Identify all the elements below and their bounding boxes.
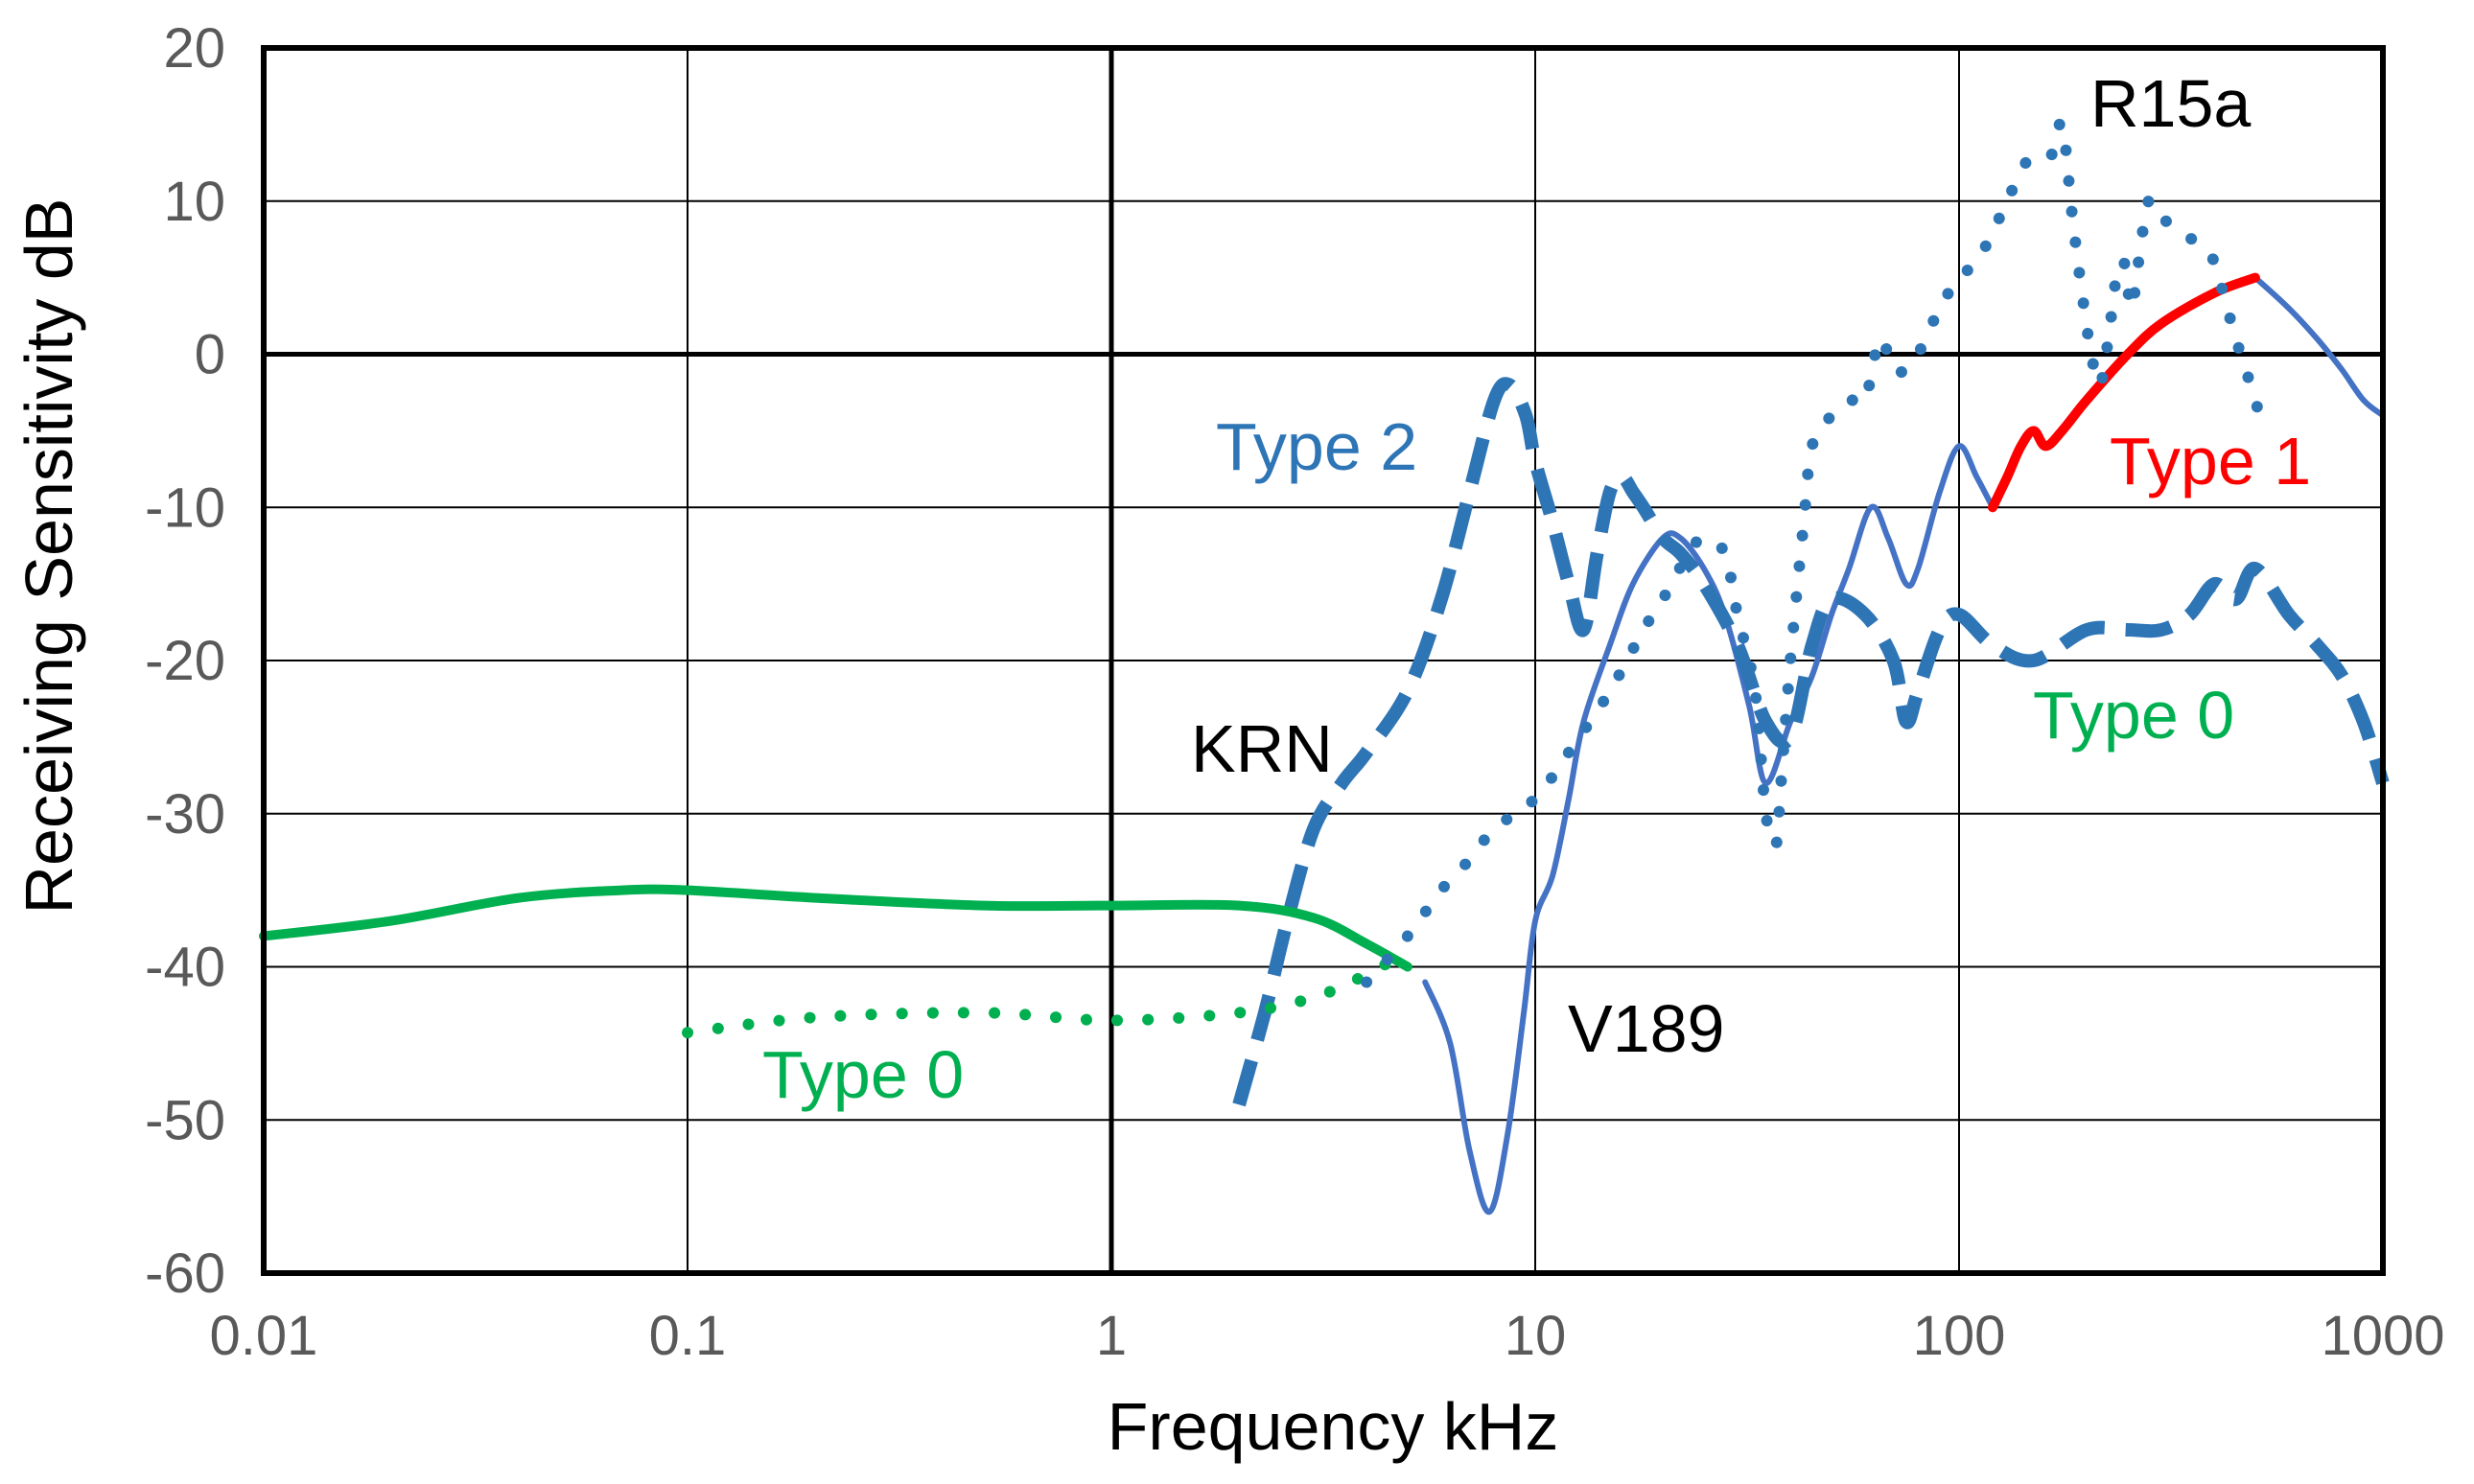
y-tick-label: 20 <box>163 17 225 80</box>
y-tick-label: 0 <box>195 324 225 386</box>
series-line-type-0-solid <box>259 884 1412 972</box>
annotation-type2: Type 2 <box>1216 409 1417 484</box>
annotation-type1: Type 1 <box>2110 424 2311 499</box>
y-tick-label: -40 <box>145 937 225 999</box>
x-tick-label: 1 <box>1096 1305 1127 1367</box>
series-line-r15a <box>1361 116 2269 988</box>
series-line-v189-high <box>2252 274 2386 419</box>
series-line-v189 <box>1422 443 1996 1216</box>
x-tick-label: 0.01 <box>210 1305 318 1367</box>
series-line-type-1 <box>1988 272 2260 513</box>
x-tick-label: 0.1 <box>649 1305 727 1367</box>
y-tick-label: -60 <box>145 1242 225 1305</box>
y-tick-label: -20 <box>145 630 225 692</box>
series-line-type-0-dotted <box>682 945 1413 1039</box>
annotation-type0-right: Type 0 <box>2033 678 2234 753</box>
x-tick-label: 1000 <box>2321 1305 2444 1367</box>
annotation-type0-left: Type 0 <box>762 1037 964 1112</box>
x-axis-title: Frequency kHz <box>1108 1389 1559 1464</box>
y-tick-label: 10 <box>163 171 225 233</box>
series-line-type-2-krn <box>1232 377 2390 1107</box>
series-layer <box>259 116 2390 1216</box>
annotation-krn: KRN <box>1191 711 1333 786</box>
x-tick-label: 10 <box>1505 1305 1567 1367</box>
annotation-r15a: R15a <box>2090 66 2251 141</box>
y-tick-label: -30 <box>145 783 225 846</box>
y-axis-title: Receiving Sensitivity dB <box>12 198 86 915</box>
plot-frame <box>261 45 2386 1276</box>
x-tick-label: 100 <box>1913 1305 2006 1367</box>
annotation-v189: V189 <box>1568 991 1724 1066</box>
y-tick-label: -50 <box>145 1089 225 1151</box>
y-tick-label: -10 <box>145 476 225 539</box>
